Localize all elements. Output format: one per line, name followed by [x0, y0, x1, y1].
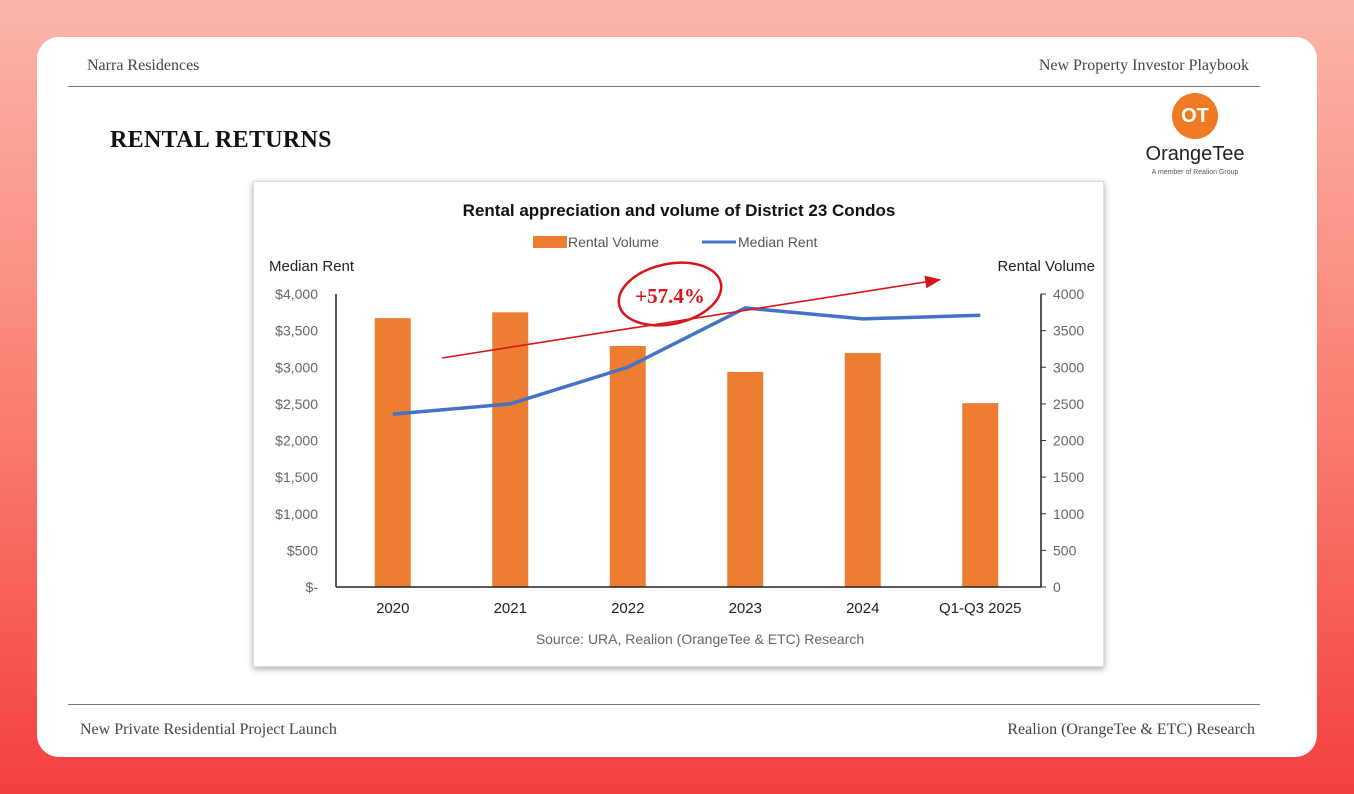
y-right-tick-label: 1000	[1053, 506, 1084, 522]
bar-2024	[844, 352, 881, 587]
y-right-tick-label: 1500	[1053, 469, 1084, 485]
y-axis-right-label: Rental Volume	[997, 258, 1095, 275]
y-left-tick-label: $3,000	[275, 359, 318, 375]
x-tick-label: 2024	[846, 600, 879, 617]
y-right-tick-label: 2000	[1053, 433, 1084, 449]
slide: Narra Residences New Property Investor P…	[37, 37, 1317, 757]
legend-label-rent: Median Rent	[738, 234, 817, 250]
bar-2020	[374, 318, 411, 587]
y-left-tick-label: $4,000	[275, 286, 318, 302]
header-divider	[68, 86, 1260, 87]
y-left-tick-label: $2,500	[275, 396, 318, 412]
y-left-tick-label: $1,500	[275, 469, 318, 485]
median-rent-line	[392, 306, 981, 416]
logo-tagline: A member of Realion Group	[1151, 169, 1239, 176]
y-left-tick-label: $3,500	[275, 323, 318, 339]
y-right-tick-label: 3500	[1053, 323, 1084, 339]
y-right-tick-label: 4000	[1053, 286, 1084, 302]
header-left: Narra Residences	[87, 57, 200, 74]
bar-Q1-Q3 2025	[962, 403, 999, 587]
chart: Rental appreciation and volume of Distri…	[269, 201, 1095, 647]
chart-card: Rental appreciation and volume of Distri…	[253, 181, 1104, 667]
x-tick-label: 2022	[611, 600, 644, 617]
legend-swatch-volume	[533, 236, 567, 248]
annotation-circle	[617, 261, 723, 327]
y-right-tick-label: 2500	[1053, 396, 1084, 412]
footer-divider	[68, 704, 1260, 705]
bar-2022	[609, 346, 646, 587]
bar-2021	[492, 312, 529, 587]
chart-source: Source: URA, Realion (OrangeTee & ETC) R…	[536, 631, 864, 647]
y-axis-left-label: Median Rent	[269, 258, 355, 275]
chart-title: Rental appreciation and volume of Distri…	[463, 201, 896, 220]
y-right-tick-label: 0	[1053, 579, 1061, 595]
bar-2023	[727, 372, 764, 587]
y-right-tick-label: 500	[1053, 542, 1077, 558]
y-left-tick-label: $500	[287, 542, 318, 558]
legend-label-volume: Rental Volume	[568, 234, 659, 250]
x-tick-label: Q1-Q3 2025	[939, 600, 1022, 617]
section-title: RENTAL RETURNS	[110, 127, 332, 153]
y-right-tick-label: 3000	[1053, 359, 1084, 375]
x-tick-label: 2023	[729, 600, 762, 617]
x-tick-label: 2021	[494, 600, 527, 617]
growth-annotation: +57.4%	[635, 284, 705, 308]
y-left-tick-label: $2,000	[275, 433, 318, 449]
header-right: New Property Investor Playbook	[1038, 57, 1249, 74]
x-tick-label: 2020	[376, 600, 409, 617]
logo-name: OrangeTee	[1145, 143, 1245, 165]
footer-right: Realion (OrangeTee & ETC) Research	[1007, 721, 1255, 738]
logo-mark: OT	[1172, 93, 1218, 139]
footer-left: New Private Residential Project Launch	[80, 721, 337, 738]
orangetee-logo: OT OrangeTee A member of Realion Group	[1139, 93, 1251, 176]
y-left-tick-label: $-	[306, 579, 319, 595]
y-left-tick-label: $1,000	[275, 506, 318, 522]
